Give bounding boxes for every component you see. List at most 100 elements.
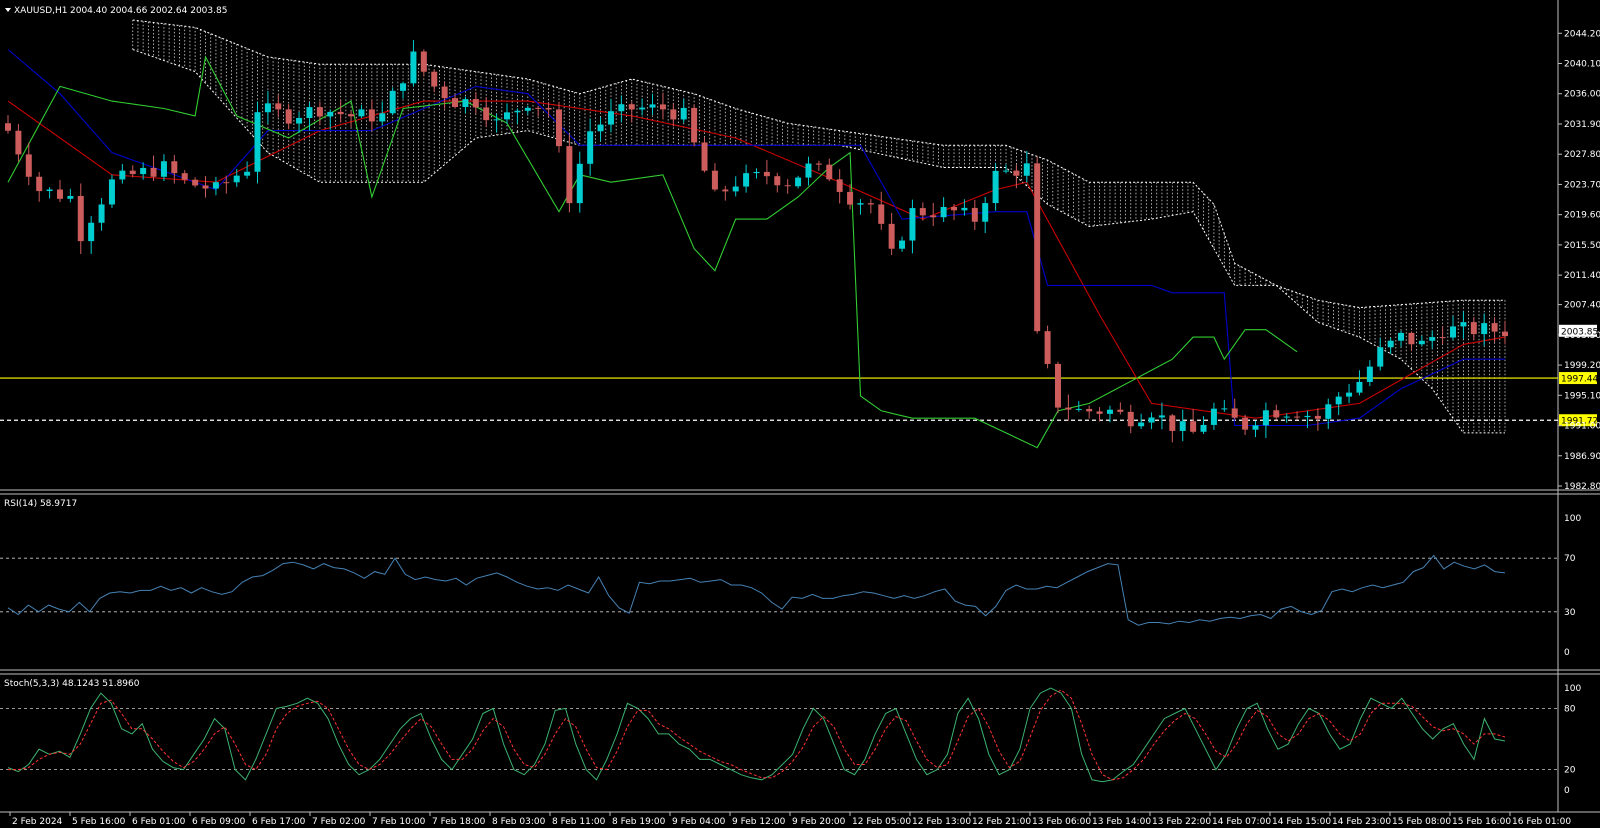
candle-body xyxy=(493,119,500,121)
time-tick-label: 12 Feb 21:00 xyxy=(972,817,1031,827)
rsi-label: RSI(14) 58.9717 xyxy=(4,499,77,509)
candle-body xyxy=(1294,416,1301,418)
candle-body xyxy=(795,177,802,187)
rsi-tick-label: 100 xyxy=(1564,514,1581,524)
candle-body xyxy=(763,171,770,177)
candle-body xyxy=(930,215,937,218)
candle-body xyxy=(992,170,999,204)
candle-body xyxy=(1190,421,1197,432)
horizontal-levels: 1997.44 1991.72 xyxy=(0,372,1598,427)
candle-body xyxy=(150,167,157,177)
candle-body xyxy=(1273,410,1280,418)
candle-body xyxy=(753,171,760,174)
candle-body xyxy=(129,170,136,175)
ichimoku-chikou-span-line xyxy=(7,55,1298,449)
time-tick-label: 6 Feb 09:00 xyxy=(192,817,246,827)
candle-body xyxy=(1346,392,1353,397)
candle-body xyxy=(857,203,864,205)
time-tick-label: 6 Feb 01:00 xyxy=(132,817,186,827)
candle-body xyxy=(1086,408,1093,412)
candle-body xyxy=(5,123,11,131)
candle-body xyxy=(971,207,978,222)
price-tick-label: 2007.40 xyxy=(1564,301,1600,311)
dropdown-arrow-icon[interactable] xyxy=(5,8,11,12)
candle-body xyxy=(462,99,469,108)
candle-body xyxy=(1366,366,1373,382)
candle-body xyxy=(1439,337,1446,339)
candle-body xyxy=(649,104,656,108)
stoch-tick-label: 20 xyxy=(1564,766,1576,776)
candle-body xyxy=(1138,422,1145,427)
time-tick-label: 5 Feb 16:00 xyxy=(72,817,126,827)
candle-body xyxy=(587,131,594,164)
candle-body xyxy=(732,186,739,192)
candle-body xyxy=(306,107,313,119)
time-tick-label: 7 Feb 18:00 xyxy=(432,817,486,827)
candle-body xyxy=(784,185,791,187)
time-tick-label: 9 Feb 12:00 xyxy=(732,817,786,827)
candle-body xyxy=(618,104,625,112)
time-tick-label: 12 Feb 13:00 xyxy=(912,817,971,827)
rsi-line xyxy=(7,554,1506,626)
candle-body xyxy=(878,204,885,224)
candle-body xyxy=(1481,323,1488,335)
candle-body xyxy=(1418,340,1425,345)
candle-body xyxy=(389,90,396,114)
candle-body xyxy=(358,109,365,117)
price-level-tag xyxy=(1559,414,1597,427)
candle-body xyxy=(524,107,531,111)
candle-body xyxy=(555,109,562,147)
candle-body xyxy=(815,163,822,165)
candle-body xyxy=(108,179,115,205)
candle-body xyxy=(1127,411,1134,427)
price-tick-label: 2027.80 xyxy=(1564,150,1600,160)
price-tick-label: 2015.50 xyxy=(1564,241,1600,251)
stoch-main-line xyxy=(7,687,1506,783)
candle-body xyxy=(379,113,386,122)
candle-body xyxy=(192,179,199,186)
candle-body xyxy=(1429,337,1436,341)
time-tick-label: 2 Feb 2024 xyxy=(12,817,63,827)
candle-body xyxy=(327,111,334,117)
time-tick-label: 13 Feb 22:00 xyxy=(1152,817,1211,827)
price-tick-label: 2019.60 xyxy=(1564,211,1600,221)
candle-body xyxy=(1398,332,1405,341)
candle-body xyxy=(1200,424,1207,432)
candle-body xyxy=(1075,408,1082,410)
rsi-tick-label: 30 xyxy=(1564,608,1576,618)
candle-body xyxy=(264,103,271,113)
candle-body xyxy=(1314,415,1321,419)
candle-body xyxy=(296,118,303,124)
candle-body xyxy=(46,189,53,192)
candle-body xyxy=(1460,322,1467,327)
candle-body xyxy=(1356,381,1363,393)
candle-body xyxy=(826,164,833,180)
candle-body xyxy=(223,182,230,184)
time-tick-label: 12 Feb 05:00 xyxy=(852,817,911,827)
candle-body xyxy=(680,107,687,120)
candle-body xyxy=(202,185,209,189)
candle-body xyxy=(1283,416,1290,418)
candle-body xyxy=(722,189,729,192)
candle-body xyxy=(1054,363,1061,408)
candle-body xyxy=(36,176,43,192)
price-tick-label: 2011.40 xyxy=(1564,271,1600,281)
price-level-tag xyxy=(1559,372,1597,385)
candle-body xyxy=(566,146,573,204)
price-tick-label: 2031.90 xyxy=(1564,120,1600,130)
candle-body xyxy=(98,204,105,223)
candle-body xyxy=(1148,417,1155,423)
candle-body xyxy=(441,86,448,99)
price-level-value: 1991.72 xyxy=(1561,417,1598,427)
candle-body xyxy=(483,107,490,121)
candle-body xyxy=(899,240,906,249)
candle-body xyxy=(244,171,251,176)
rsi-tick-label: 70 xyxy=(1564,554,1576,564)
candle-body xyxy=(67,195,74,199)
candle-body xyxy=(420,51,427,72)
candle-body xyxy=(1106,409,1113,414)
time-tick-label: 14 Feb 23:00 xyxy=(1332,817,1391,827)
current-price-value: 2003.85 xyxy=(1561,327,1598,337)
candle-body xyxy=(212,182,219,189)
